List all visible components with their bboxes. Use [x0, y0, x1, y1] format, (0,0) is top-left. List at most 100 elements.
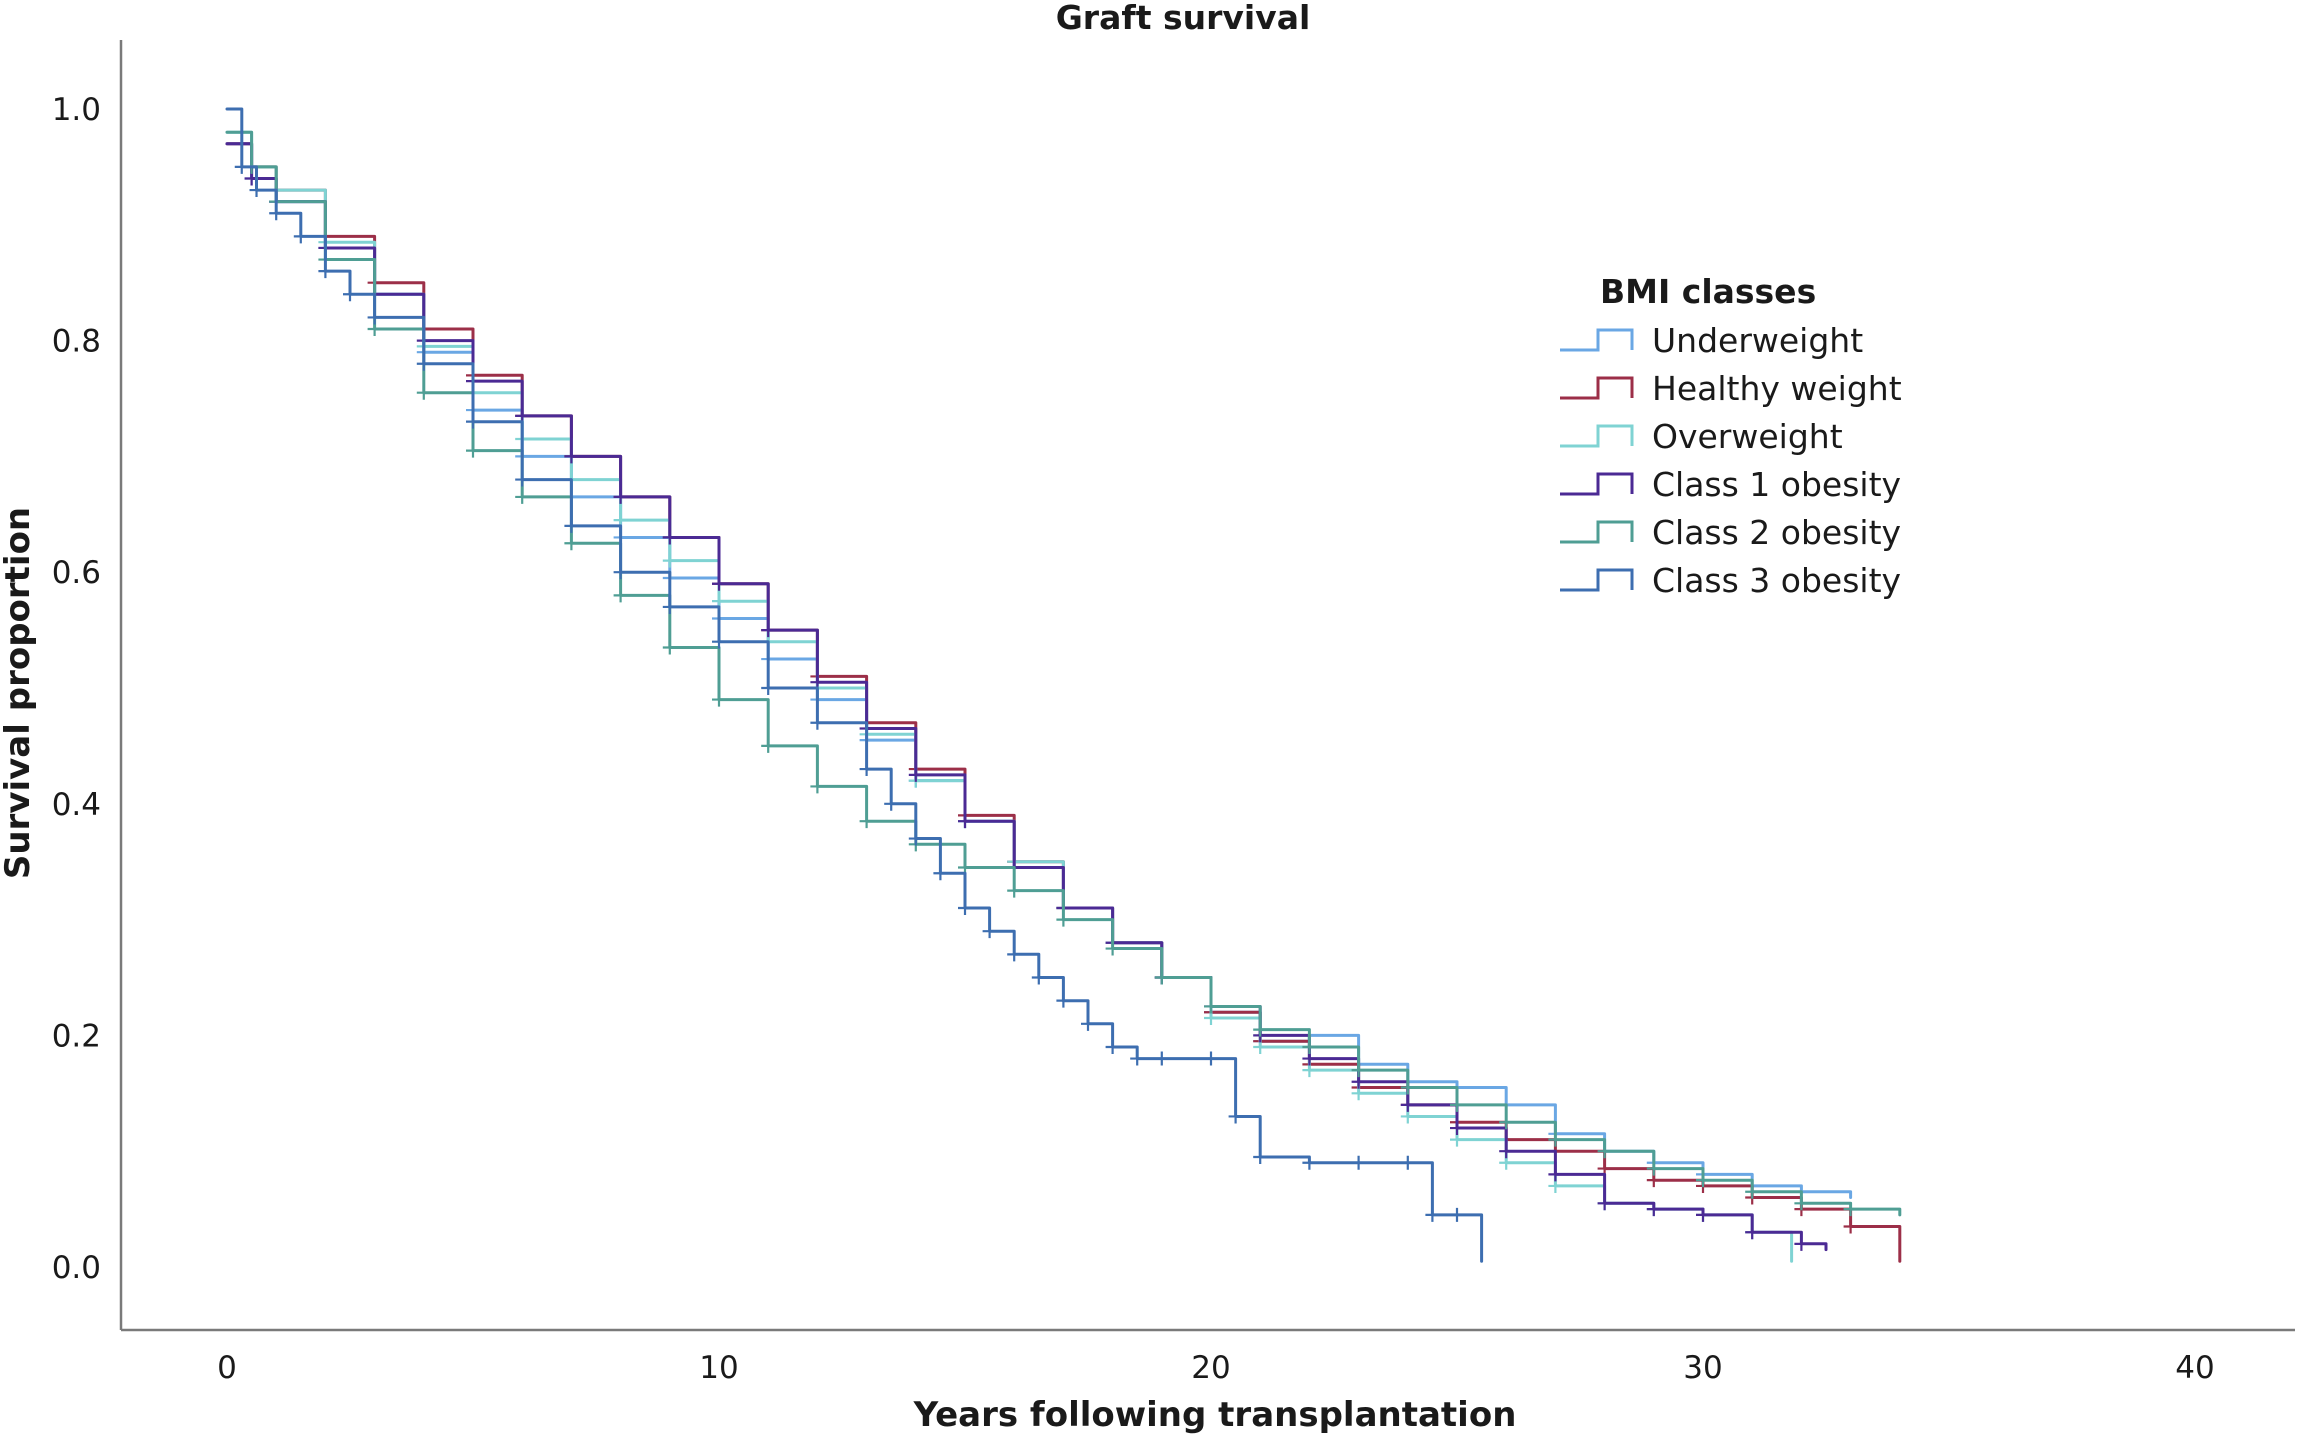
legend-swatch	[1560, 328, 1634, 352]
censor-mark	[269, 206, 284, 221]
y-tick-label: 0.2	[52, 1018, 101, 1054]
censor-mark	[1056, 993, 1071, 1008]
censor-mark	[613, 489, 628, 504]
legend-swatch	[1560, 472, 1634, 496]
x-tick-label: 40	[2175, 1350, 2214, 1386]
x-axis-ticks: 0 10 20 30 40	[217, 1350, 2215, 1386]
legend-swatch	[1560, 376, 1634, 400]
censor-mark	[1745, 1184, 1760, 1199]
censor-mark	[1204, 1051, 1218, 1066]
survival-curve	[225, 142, 1828, 1252]
censor-mark	[367, 310, 382, 325]
censor-mark	[1597, 1196, 1612, 1211]
x-tick-label: 20	[1191, 1350, 1230, 1386]
censor-mark	[1843, 1219, 1858, 1234]
censor-mark	[234, 159, 249, 174]
censor-mark	[859, 762, 874, 777]
censor-mark	[515, 489, 530, 504]
censor-mark	[1056, 912, 1071, 927]
censor-mark	[564, 536, 579, 551]
series-healthy-weight	[225, 142, 1902, 1263]
censor-mark	[712, 692, 726, 707]
legend: BMI classes Underweight Healthy weight Ove…	[1560, 272, 1902, 600]
censor-mark	[982, 924, 997, 939]
censor-mark	[466, 443, 480, 458]
censor-mark	[958, 814, 972, 829]
legend-label: Healthy weight	[1652, 369, 1902, 408]
censor-mark	[343, 287, 357, 302]
censor-mark	[810, 715, 825, 730]
censor-mark	[1696, 1173, 1710, 1188]
censor-mark	[249, 183, 264, 198]
legend-item: Class 2 obesity	[1560, 513, 1901, 552]
censor-mark	[761, 738, 776, 753]
series-overweight	[225, 130, 1794, 1263]
censor-mark	[1450, 1097, 1464, 1112]
censor-mark	[1548, 1132, 1563, 1147]
censor-mark	[761, 681, 776, 695]
censor-mark	[859, 814, 874, 829]
legend-item: Healthy weight	[1560, 369, 1902, 408]
censor-mark	[1400, 1080, 1415, 1095]
survival-curve	[225, 130, 1794, 1263]
censor-mark	[1154, 970, 1169, 985]
censor-mark	[613, 565, 628, 580]
legend-label: Underweight	[1652, 321, 1863, 360]
chart-title: Graft survival	[1056, 0, 1311, 37]
censor-mark	[662, 640, 677, 655]
legend-swatch	[1560, 520, 1634, 544]
legend-swatch	[1560, 424, 1634, 448]
censor-mark	[1843, 1202, 1858, 1217]
censor-mark	[712, 634, 726, 649]
legend-label: Overweight	[1652, 417, 1843, 456]
censor-mark	[810, 779, 825, 794]
x-axis-title: Years following transplantation	[913, 1395, 1517, 1435]
censor-mark	[1548, 1167, 1563, 1182]
censor-mark	[761, 623, 776, 638]
censor-mark	[662, 599, 677, 614]
censor-mark	[416, 385, 431, 400]
censor-mark	[1253, 1022, 1268, 1037]
censor-mark	[1154, 1051, 1169, 1066]
censor-mark	[712, 576, 726, 591]
censor-mark	[662, 530, 677, 545]
legend-item: Underweight	[1560, 321, 1863, 360]
legend-label: Class 2 obesity	[1652, 513, 1901, 552]
censor-mark	[1450, 1207, 1464, 1222]
censor-mark	[1794, 1196, 1809, 1211]
survival-curve	[225, 130, 1902, 1217]
censor-mark	[1696, 1207, 1710, 1222]
censor-mark	[416, 356, 431, 371]
censor-mark	[1228, 1109, 1243, 1124]
y-axis-title: Survival proportion	[0, 507, 38, 879]
censor-mark	[1105, 1039, 1120, 1054]
legend-item: Class 1 obesity	[1560, 465, 1901, 504]
legend-title: BMI classes	[1600, 272, 1816, 311]
y-tick-label: 0.0	[52, 1250, 101, 1286]
legend-swatch	[1560, 568, 1634, 592]
plot-area	[119, 40, 2295, 1332]
censor-mark	[958, 901, 972, 916]
censor-mark	[1007, 883, 1022, 898]
censor-mark	[1204, 999, 1218, 1014]
censor-mark	[1794, 1236, 1809, 1251]
legend-label: Class 3 obesity	[1652, 561, 1901, 600]
censor-mark	[1400, 1155, 1415, 1170]
x-tick-label: 0	[217, 1350, 237, 1386]
legend-items: Underweight Healthy weight Overweight Class…	[1560, 321, 1902, 600]
censor-mark	[318, 264, 333, 279]
censor-mark	[1499, 1115, 1514, 1130]
y-axis-ticks: 0.0 0.2 0.4 0.6 0.8 1.0	[52, 92, 101, 1286]
x-tick-label: 30	[1683, 1350, 1722, 1386]
censor-mark	[1302, 1039, 1317, 1054]
censor-mark	[933, 866, 948, 881]
censor-mark	[662, 553, 677, 568]
censor-mark	[1081, 1016, 1095, 1031]
censor-mark	[564, 518, 579, 533]
series-class-1-obesity	[225, 142, 1828, 1252]
legend-label: Class 1 obesity	[1652, 465, 1901, 504]
censor-mark	[908, 831, 923, 846]
censor-mark	[1351, 1155, 1366, 1170]
x-tick-label: 10	[699, 1350, 738, 1386]
